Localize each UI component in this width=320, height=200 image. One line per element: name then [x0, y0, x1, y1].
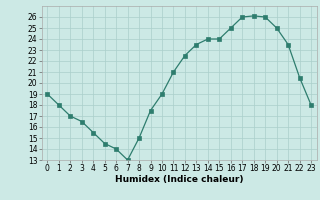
- X-axis label: Humidex (Indice chaleur): Humidex (Indice chaleur): [115, 175, 244, 184]
